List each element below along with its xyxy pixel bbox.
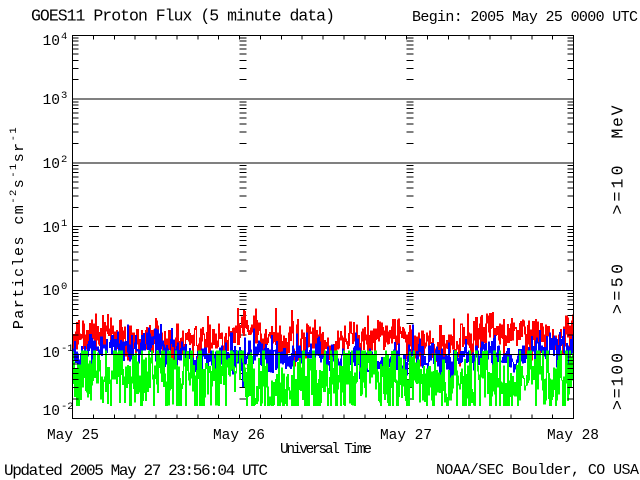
svg-text:Particles cm-2s-1sr-1: Particles cm-2s-1sr-1: [8, 126, 28, 329]
svg-text:NOAA/SEC Boulder, CO USA: NOAA/SEC Boulder, CO USA: [436, 462, 639, 479]
svg-text:>=100: >=100: [608, 353, 627, 410]
svg-text:10: 10: [43, 284, 60, 300]
svg-text:Updated 2005 May 27 23:56:04 U: Updated 2005 May 27 23:56:04 UTC: [4, 462, 268, 480]
svg-text:Universal Time: Universal Time: [280, 442, 372, 458]
svg-text:10: 10: [43, 34, 60, 50]
svg-text:-2: -2: [61, 401, 74, 413]
svg-text:1: 1: [61, 218, 67, 230]
svg-text:May 28: May 28: [547, 428, 599, 444]
svg-text:10: 10: [43, 346, 60, 362]
svg-text:Begin: 2005 May 25 0000 UTC: Begin: 2005 May 25 0000 UTC: [412, 9, 638, 26]
svg-text:0: 0: [61, 281, 67, 293]
svg-text:>=10: >=10: [608, 166, 627, 215]
svg-text:May 27: May 27: [380, 428, 432, 444]
svg-text:10: 10: [43, 221, 60, 237]
svg-text:MeV: MeV: [608, 105, 627, 138]
svg-text:4: 4: [61, 31, 67, 43]
svg-text:May 26: May 26: [213, 428, 265, 444]
svg-text:GOES11 Proton Flux (5 minute d: GOES11 Proton Flux (5 minute data): [31, 7, 335, 26]
svg-text:3: 3: [61, 90, 67, 102]
svg-text:10: 10: [43, 157, 60, 173]
svg-text:May 25: May 25: [47, 428, 99, 444]
svg-text:10: 10: [43, 404, 60, 420]
svg-text:2: 2: [61, 154, 67, 166]
svg-text:-1: -1: [61, 343, 74, 355]
svg-text:>=50: >=50: [608, 264, 627, 314]
svg-text:10: 10: [43, 93, 60, 109]
